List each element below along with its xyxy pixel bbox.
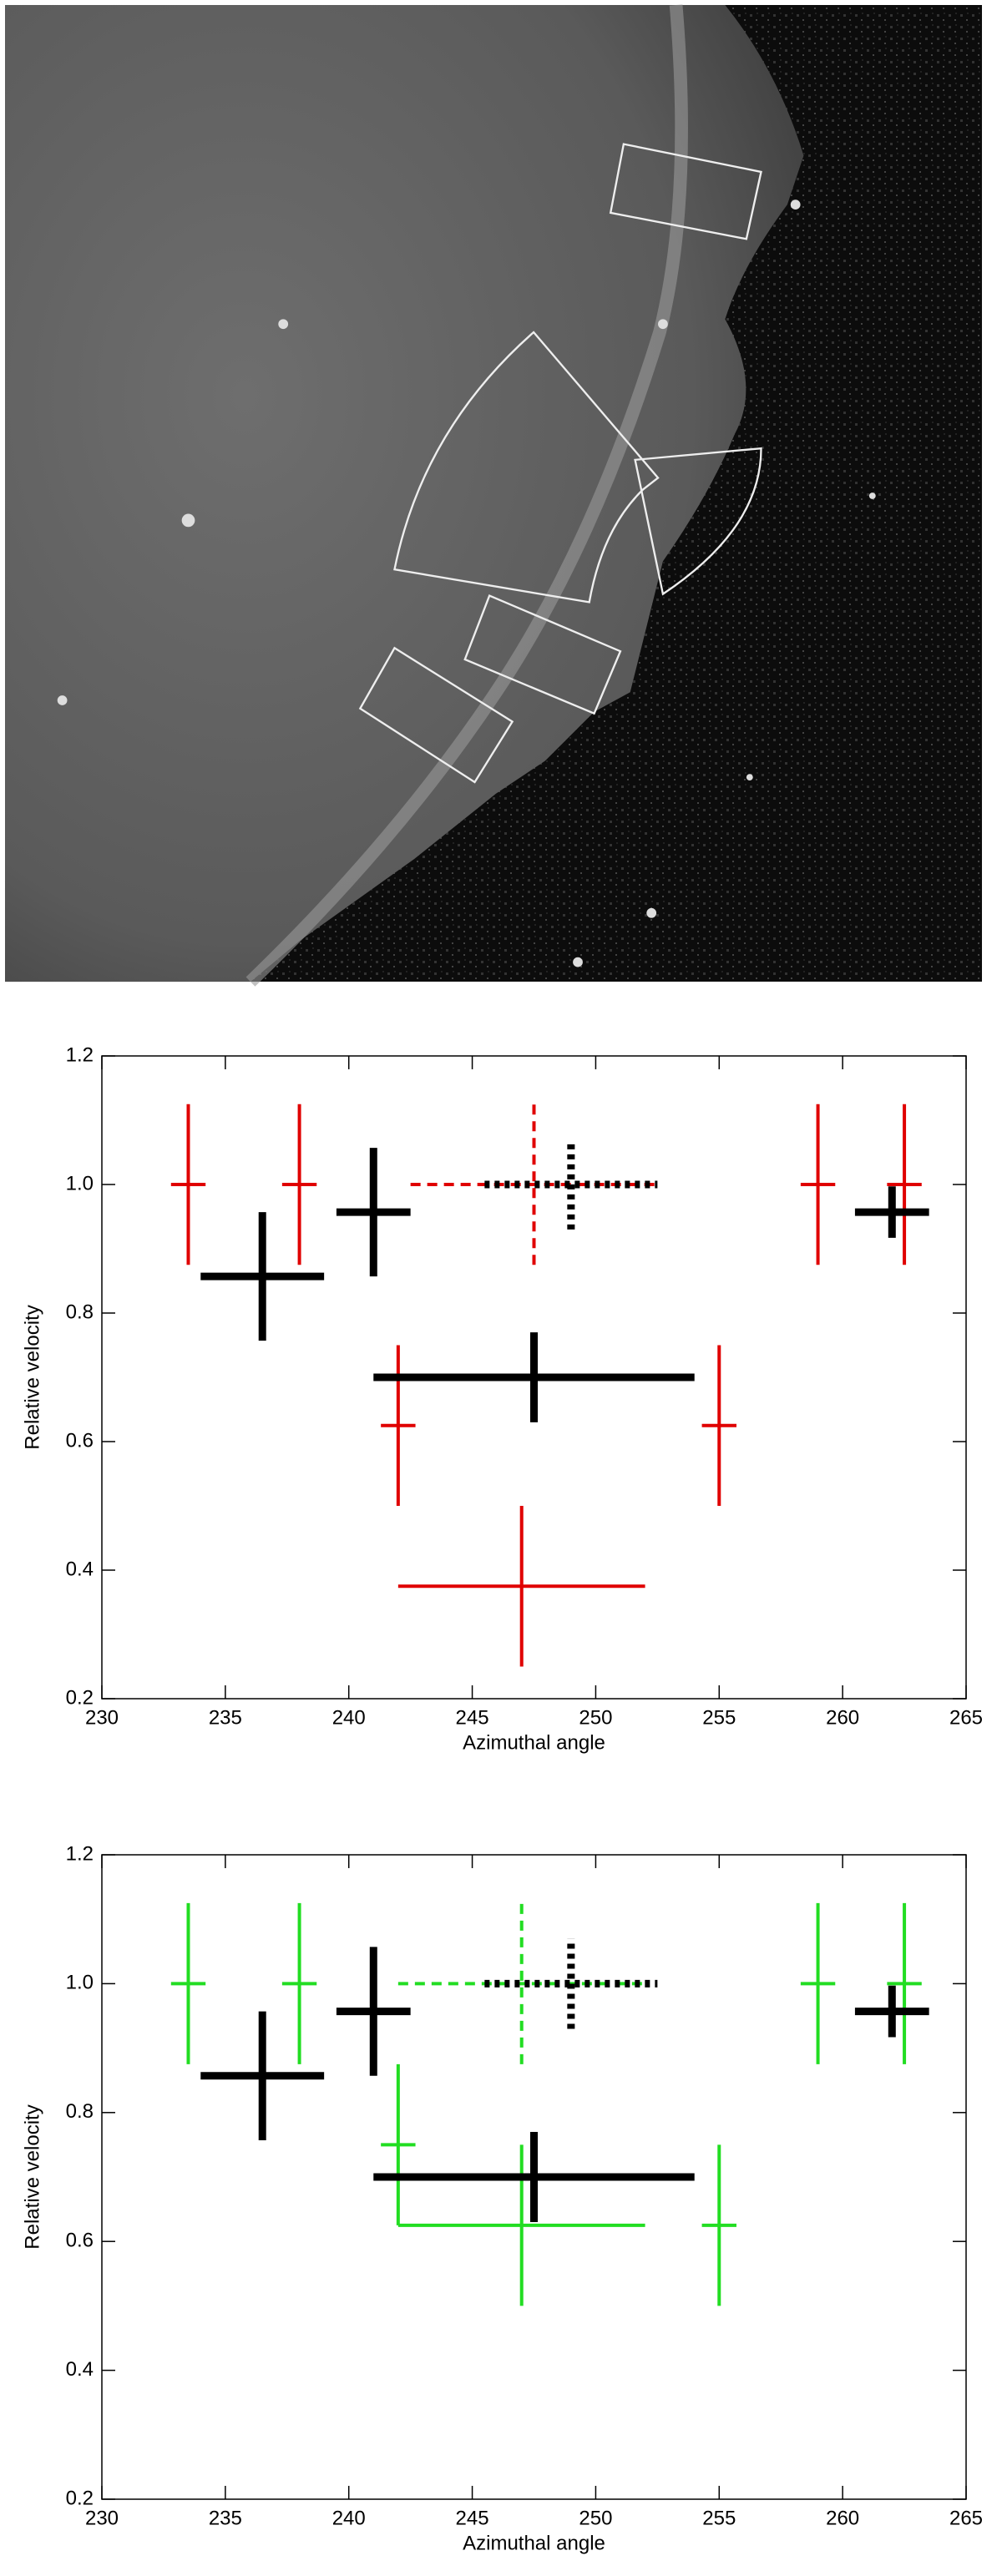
x-tick-label: 265	[949, 1706, 983, 1729]
x-axis-label: Azimuthal angle	[463, 2532, 605, 2554]
x-tick-label: 240	[332, 2507, 366, 2529]
x-tick-label: 245	[456, 1706, 489, 1729]
y-tick-label: 0.4	[66, 1558, 94, 1580]
x-tick-label: 245	[456, 2507, 489, 2529]
y-tick-label: 1.2	[66, 1043, 94, 1066]
y-tick-label: 0.6	[66, 1429, 94, 1452]
y-tick-label: 0.8	[66, 2100, 94, 2123]
x-tick-label: 260	[826, 1706, 859, 1729]
x-tick-label: 230	[85, 2507, 119, 2529]
y-axis-label: Relative velocity	[21, 1305, 43, 1449]
y-tick-label: 0.2	[66, 1686, 94, 1709]
y-tick-label: 1.0	[66, 1172, 94, 1195]
x-tick-label: 255	[702, 1706, 736, 1729]
y-axis-label: Relative velocity	[21, 2104, 43, 2249]
x-tick-label: 260	[826, 2507, 859, 2529]
x-tick-label: 250	[579, 2507, 612, 2529]
plot-frame	[101, 1854, 967, 2500]
plot-frame	[101, 1055, 967, 1700]
x-tick-label: 265	[949, 2507, 983, 2529]
sky-image	[5, 4, 982, 987]
x-tick-label: 235	[209, 1706, 242, 1729]
x-tick-label: 240	[332, 1706, 366, 1729]
y-tick-label: 0.4	[66, 2358, 94, 2381]
x-tick-label: 230	[85, 1706, 119, 1729]
y-tick-label: 0.2	[66, 2487, 94, 2509]
x-tick-label: 255	[702, 2507, 736, 2529]
y-tick-label: 1.2	[66, 1842, 94, 1865]
x-axis-label: Azimuthal angle	[463, 1731, 605, 1754]
y-tick-label: 1.0	[66, 1972, 94, 1994]
x-tick-label: 250	[579, 1706, 612, 1729]
y-tick-label: 0.6	[66, 2230, 94, 2252]
x-tick-label: 235	[209, 2507, 242, 2529]
y-tick-label: 0.8	[66, 1301, 94, 1323]
